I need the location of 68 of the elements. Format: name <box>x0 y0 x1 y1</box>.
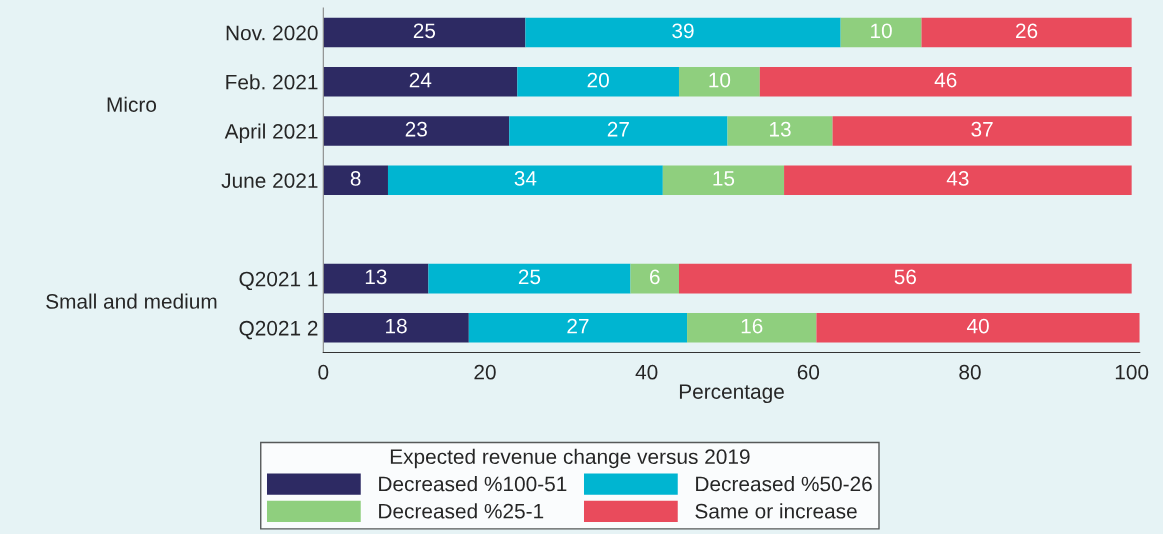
data-label: 10 <box>709 72 731 88</box>
bar <box>517 67 679 97</box>
legend-label: Same or increase <box>695 503 857 519</box>
x-tick-label: 80 <box>959 364 981 380</box>
data-label: 25 <box>518 269 541 285</box>
data-label: 37 <box>971 121 993 137</box>
data-label: 26 <box>1016 23 1038 39</box>
data-label: 16 <box>741 318 763 334</box>
bar <box>323 17 526 48</box>
legend-label: Decreased %25-1 <box>379 503 544 519</box>
legend-label: Decreased %50-26 <box>696 476 872 492</box>
bar <box>727 116 833 146</box>
data-label: 27 <box>567 318 589 334</box>
bar <box>630 263 679 294</box>
data-label: 13 <box>770 121 791 137</box>
data-label: 13 <box>365 269 387 285</box>
bar <box>323 116 510 146</box>
bar <box>678 263 1132 294</box>
bar <box>323 165 388 195</box>
bar <box>468 313 688 343</box>
data-label: 43 <box>946 171 969 186</box>
data-label: 27 <box>607 121 629 137</box>
bar <box>662 165 785 195</box>
y-tick-label: Q2021 2 <box>239 320 318 340</box>
y-tick-label: April 2021 <box>224 123 318 143</box>
data-label: 24 <box>409 72 432 88</box>
data-label: 34 <box>514 171 537 186</box>
data-label: 10 <box>871 23 892 39</box>
bar <box>816 313 1140 343</box>
data-label: 6 <box>650 269 660 285</box>
legend-title: Expected revenue change versus 2019 <box>390 448 750 469</box>
x-tick-label: 40 <box>635 364 658 380</box>
bar <box>428 263 631 294</box>
bar <box>759 67 1132 97</box>
data-label: 15 <box>713 171 735 186</box>
bar <box>678 67 760 97</box>
x-tick-label: 60 <box>797 364 820 380</box>
x-tick-label: 20 <box>474 364 496 380</box>
x-tick-label: 100 <box>1115 364 1149 380</box>
text: Micro <box>107 96 157 113</box>
x-axis-title: Percentage <box>679 384 784 404</box>
bar <box>323 67 518 97</box>
bar <box>687 313 817 343</box>
x-tick-label: 0 <box>318 364 329 380</box>
bar <box>784 165 1132 195</box>
data-label: 20 <box>587 72 609 88</box>
bar <box>509 116 728 146</box>
bar <box>387 165 663 195</box>
y-tick-label: June 2021 <box>221 173 318 188</box>
bar <box>323 313 469 343</box>
y-tick-label: Q2021 1 <box>239 271 318 291</box>
data-label: 25 <box>413 23 436 39</box>
bar <box>840 17 922 48</box>
bar <box>832 116 1132 146</box>
data-label: 39 <box>672 23 694 39</box>
text: Small and medium <box>46 293 217 309</box>
data-label: 8 <box>350 171 361 186</box>
data-label: 46 <box>934 72 957 88</box>
legend-label: Decreased %100-51 <box>379 476 567 492</box>
bar <box>921 17 1132 48</box>
data-label: 40 <box>966 318 989 334</box>
data-label: 56 <box>894 269 916 285</box>
y-tick-label: Feb. 2021 <box>226 74 318 90</box>
data-label: 23 <box>405 121 427 137</box>
y-tick-label: Nov. 2020 <box>226 25 318 41</box>
bar <box>323 263 429 294</box>
data-label: 18 <box>386 318 407 334</box>
bar <box>525 17 841 48</box>
